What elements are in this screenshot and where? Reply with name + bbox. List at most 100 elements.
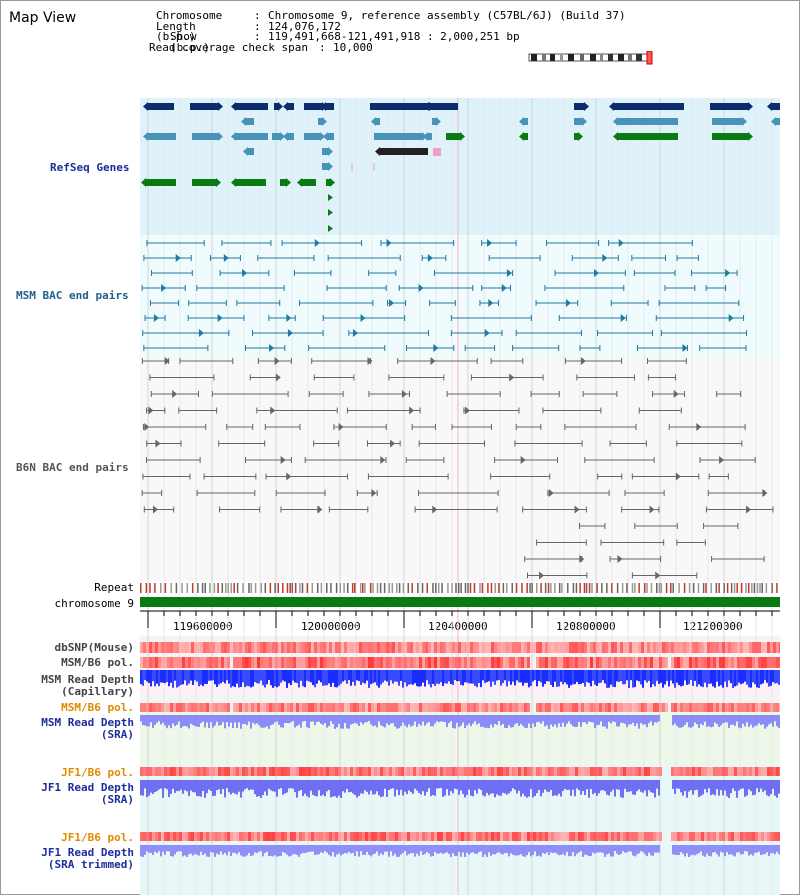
polymorphism-cell bbox=[605, 767, 608, 776]
track-label-msm-read-depth-sra-1[interactable]: MSM Read Depth bbox=[41, 716, 134, 729]
polymorphism-cell bbox=[608, 657, 611, 668]
repeat-feature bbox=[646, 583, 648, 593]
track-label-dbsnp[interactable]: dbSNP(Mouse) bbox=[54, 641, 134, 654]
read-depth-bar bbox=[344, 780, 346, 793]
track-label-msm-read-depth-cap-1[interactable]: MSM Read Depth bbox=[41, 673, 134, 686]
polymorphism-cell bbox=[455, 767, 458, 776]
polymorphism-cell bbox=[596, 832, 599, 841]
polymorphism-cell bbox=[461, 832, 464, 841]
read-depth-bar bbox=[744, 845, 746, 852]
polymorphism-cell bbox=[284, 657, 287, 668]
repeat-feature bbox=[579, 583, 581, 593]
polymorphism-cell bbox=[734, 767, 737, 776]
repeat-feature bbox=[170, 583, 173, 593]
read-depth-bar bbox=[538, 715, 540, 722]
polymorphism-cell bbox=[236, 767, 239, 776]
polymorphism-cell bbox=[650, 657, 653, 668]
polymorphism-cell bbox=[377, 703, 380, 712]
track-label-jf1-b6-pol-2[interactable]: JF1/B6 pol. bbox=[61, 831, 134, 844]
polymorphism-cell bbox=[752, 657, 755, 668]
read-depth-bar bbox=[652, 670, 654, 685]
track-label-msm-b6-pol-2[interactable]: MSM/B6 pol. bbox=[61, 701, 134, 714]
read-depth-bar bbox=[654, 780, 656, 798]
read-depth-bar bbox=[246, 715, 248, 726]
gene-block bbox=[274, 103, 278, 110]
track-label-msm-b6-pol[interactable]: MSM/B6 pol. bbox=[61, 656, 134, 669]
repeat-feature bbox=[335, 583, 338, 593]
read-depth-bar bbox=[672, 670, 674, 684]
repeat-feature bbox=[467, 583, 469, 593]
read-depth-bar bbox=[178, 845, 180, 852]
read-depth-bar bbox=[392, 670, 394, 684]
read-depth-bar bbox=[484, 780, 486, 797]
polymorphism-cell bbox=[323, 767, 326, 776]
read-depth-bar bbox=[174, 845, 176, 855]
polymorphism-cell bbox=[299, 657, 302, 668]
read-depth-bar bbox=[720, 670, 722, 686]
read-depth-bar bbox=[258, 780, 260, 797]
polymorphism-cell bbox=[473, 767, 476, 776]
polymorphism-cell bbox=[569, 767, 572, 776]
polymorphism-cell bbox=[200, 703, 203, 712]
read-depth-bar bbox=[742, 780, 744, 789]
polymorphism-cell bbox=[695, 767, 698, 776]
polymorphism-cell bbox=[182, 832, 185, 841]
bac-end-marker bbox=[153, 314, 159, 322]
read-depth-bar bbox=[142, 780, 144, 796]
read-depth-bar bbox=[622, 845, 624, 852]
read-depth-bar bbox=[648, 845, 650, 853]
track-label-refseq[interactable]: RefSeq Genes bbox=[50, 161, 130, 174]
read-depth-bar bbox=[662, 670, 664, 688]
polymorphism-cell bbox=[707, 703, 710, 712]
polymorphism-cell bbox=[524, 657, 527, 668]
track-label-jf1-read-depth-trim-1[interactable]: JF1 Read Depth bbox=[41, 846, 134, 859]
read-depth-bar bbox=[176, 715, 178, 725]
polymorphism-cell bbox=[614, 642, 617, 653]
track-label-b6n-bac[interactable]: B6N BAC end pairs bbox=[16, 461, 129, 474]
polymorphism-cell bbox=[290, 832, 293, 841]
read-depth-bar bbox=[712, 780, 714, 795]
repeat-feature bbox=[626, 583, 628, 593]
polymorphism-cell bbox=[515, 703, 518, 712]
chromosome-ideogram[interactable] bbox=[528, 51, 656, 65]
polymorphism-cell bbox=[437, 657, 440, 668]
read-depth-bar bbox=[426, 715, 428, 724]
polymorphism-cell bbox=[518, 832, 521, 841]
read-depth-bar bbox=[734, 670, 736, 687]
genome-track-canvas[interactable] bbox=[140, 98, 780, 895]
polymorphism-cell bbox=[383, 832, 386, 841]
polymorphism-cell bbox=[608, 703, 611, 712]
track-label-jf1-read-depth-sra-1[interactable]: JF1 Read Depth bbox=[41, 781, 134, 794]
read-depth-bar bbox=[582, 780, 584, 792]
polymorphism-cell bbox=[152, 703, 155, 712]
read-depth-bar bbox=[618, 780, 620, 790]
read-depth-bar bbox=[278, 780, 280, 790]
read-depth-bar bbox=[270, 845, 272, 856]
polymorphism-cell bbox=[779, 657, 780, 668]
read-depth-bar bbox=[372, 670, 374, 684]
polymorphism-cell bbox=[461, 657, 464, 668]
repeat-feature bbox=[186, 583, 189, 593]
repeat-feature bbox=[421, 583, 424, 593]
polymorphism-cell bbox=[269, 767, 272, 776]
read-depth-bar bbox=[422, 780, 424, 792]
read-depth-bar bbox=[710, 845, 712, 857]
read-depth-bar bbox=[658, 715, 660, 722]
polymorphism-cell bbox=[740, 767, 743, 776]
track-label-msm-bac[interactable]: MSM BAC end pairs bbox=[16, 289, 129, 302]
polymorphism-cell bbox=[545, 703, 548, 712]
read-depth-bar bbox=[146, 670, 148, 682]
polymorphism-cell bbox=[650, 832, 653, 841]
read-depth-bar bbox=[378, 780, 380, 796]
polymorphism-cell bbox=[584, 703, 587, 712]
read-depth-bar bbox=[350, 670, 352, 686]
repeat-feature bbox=[388, 583, 391, 593]
polymorphism-cell bbox=[356, 642, 359, 653]
polymorphism-cell bbox=[290, 642, 293, 653]
repeat-feature bbox=[224, 583, 227, 593]
read-depth-bar bbox=[644, 715, 646, 725]
polymorphism-cell bbox=[401, 642, 404, 653]
track-label-jf1-b6-pol[interactable]: JF1/B6 pol. bbox=[61, 766, 134, 779]
gene-block bbox=[524, 118, 528, 125]
polymorphism-cell bbox=[413, 832, 416, 841]
